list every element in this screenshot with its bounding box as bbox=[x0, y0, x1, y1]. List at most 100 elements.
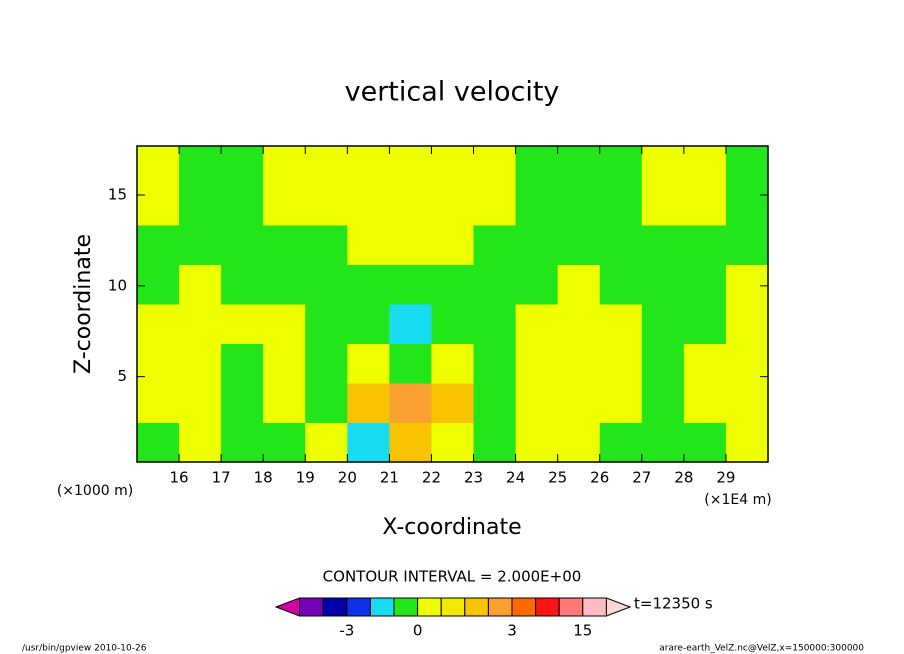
contour-cell bbox=[557, 422, 601, 463]
contour-cell bbox=[641, 304, 685, 344]
contour-cell bbox=[389, 225, 432, 265]
contour-cell bbox=[305, 185, 348, 226]
contour-cell bbox=[725, 383, 769, 423]
y-unit: (×1000 m) bbox=[57, 483, 133, 499]
contour-cell bbox=[137, 422, 180, 463]
contour-cell bbox=[305, 304, 348, 344]
x-tick-label: 28 bbox=[674, 469, 693, 487]
contour-cell bbox=[305, 422, 348, 463]
contour-cell bbox=[137, 343, 180, 384]
contour-cell bbox=[179, 304, 222, 344]
contour-cell bbox=[221, 343, 264, 384]
contour-cell bbox=[389, 343, 432, 384]
contour-cell bbox=[725, 146, 769, 186]
contour-cell bbox=[221, 422, 264, 463]
contour-cell bbox=[263, 304, 306, 344]
y-axis-label: Z-coordinate bbox=[71, 234, 96, 374]
contour-cell bbox=[599, 383, 643, 423]
plot-frame bbox=[136, 145, 769, 463]
contour-cell bbox=[725, 304, 769, 344]
contour-cell bbox=[515, 185, 559, 226]
colorbar-swatch bbox=[393, 597, 419, 617]
contour-cell bbox=[221, 264, 264, 305]
contour-cell bbox=[431, 422, 475, 463]
contour-cell bbox=[515, 225, 559, 265]
contour-cell bbox=[641, 383, 685, 423]
x-tick-label: 26 bbox=[590, 469, 609, 487]
contour-cell bbox=[221, 225, 264, 265]
contour-cell bbox=[179, 343, 222, 384]
contour-cell bbox=[557, 383, 601, 423]
contour-cell bbox=[263, 264, 306, 305]
contour-cell bbox=[599, 304, 643, 344]
contour-cell bbox=[599, 264, 643, 305]
contour-cell bbox=[641, 185, 685, 226]
x-tick-label: 29 bbox=[716, 469, 735, 487]
x-tick-label: 27 bbox=[632, 469, 651, 487]
contour-cell bbox=[683, 225, 727, 265]
contour-cell bbox=[389, 304, 432, 344]
contour-cell bbox=[473, 422, 517, 463]
y-tick-label: 5 bbox=[117, 367, 127, 385]
contour-cell bbox=[431, 225, 475, 265]
contour-cell bbox=[473, 304, 517, 344]
colorbar-swatch bbox=[299, 597, 324, 617]
x-tick-label: 23 bbox=[464, 469, 483, 487]
contour-cell bbox=[557, 185, 601, 226]
contour-cell bbox=[515, 383, 559, 423]
contour-cell bbox=[347, 343, 390, 384]
footer-right: arare-earth_VelZ.nc@VelZ,x=150000:300000 bbox=[659, 644, 864, 654]
contour-cell bbox=[599, 225, 643, 265]
contour-cell bbox=[683, 422, 727, 463]
contour-cell bbox=[683, 146, 727, 186]
contour-cell bbox=[263, 383, 306, 423]
contour-cell bbox=[137, 225, 180, 265]
contour-cell bbox=[263, 146, 306, 186]
colorbar-swatch bbox=[511, 597, 537, 617]
contour-cell bbox=[683, 304, 727, 344]
colorbar-swatch bbox=[274, 597, 301, 617]
chart-title: vertical velocity bbox=[345, 77, 560, 108]
contour-cell bbox=[179, 383, 222, 423]
contour-cell bbox=[515, 304, 559, 344]
contour-cell bbox=[725, 343, 769, 384]
contour-cell bbox=[263, 422, 306, 463]
colorbar-swatch bbox=[417, 597, 442, 617]
contour-cell bbox=[641, 225, 685, 265]
contour-cell bbox=[599, 343, 643, 384]
contour-cell bbox=[137, 304, 180, 344]
contour-cell bbox=[347, 185, 390, 226]
contour-cell bbox=[725, 225, 769, 265]
contour-cell bbox=[725, 422, 769, 463]
contour-cell bbox=[557, 225, 601, 265]
contour-cell bbox=[263, 185, 306, 226]
x-tick-label: 22 bbox=[422, 469, 441, 487]
contour-cell bbox=[305, 225, 348, 265]
x-tick-label: 19 bbox=[296, 469, 315, 487]
colorbar-swatch bbox=[582, 597, 607, 617]
contour-cell bbox=[515, 422, 559, 463]
x-tick-label: 17 bbox=[212, 469, 231, 487]
contour-cell bbox=[305, 343, 348, 384]
contour-cell bbox=[473, 225, 517, 265]
contour-cell bbox=[683, 383, 727, 423]
contour-cell bbox=[347, 146, 390, 186]
contour-cell bbox=[347, 422, 390, 463]
contour-cell bbox=[221, 185, 264, 226]
contour-cell bbox=[431, 146, 475, 186]
colorbar-swatch bbox=[346, 597, 371, 617]
x-unit: (×1E4 m) bbox=[704, 492, 771, 508]
contour-cell bbox=[641, 343, 685, 384]
contour-cell bbox=[473, 383, 517, 423]
contour-cell bbox=[473, 185, 517, 226]
x-tick-label: 18 bbox=[254, 469, 273, 487]
contour-cell bbox=[179, 185, 222, 226]
colorbar-tick-label: -3 bbox=[339, 622, 354, 640]
contour-cell bbox=[179, 264, 222, 305]
contour-cell bbox=[389, 146, 432, 186]
contour-cell bbox=[347, 264, 390, 305]
contour-cell bbox=[137, 146, 180, 186]
contour-cell bbox=[641, 146, 685, 186]
contour-cell bbox=[389, 264, 432, 305]
